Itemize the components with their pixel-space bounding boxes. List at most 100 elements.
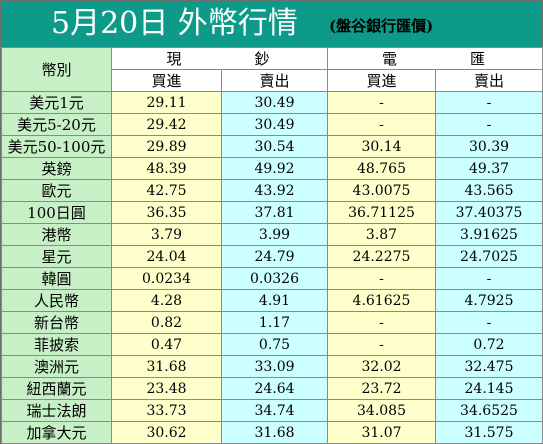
cash-sell-cell: 30.49 bbox=[221, 113, 328, 136]
tt-buy-cell: 30.14 bbox=[327, 135, 436, 158]
cash-buy-cell: 30.62 bbox=[111, 421, 222, 444]
cash-buy-cell: 3.79 bbox=[111, 223, 222, 246]
tt-group-header: 電匯 bbox=[327, 47, 543, 70]
cash-buy-header: 買進 bbox=[111, 69, 222, 92]
cash-buy-cell: 31.68 bbox=[111, 355, 222, 378]
tt-buy-cell: 23.72 bbox=[327, 377, 436, 400]
currency-label: 澳洲元 bbox=[1, 355, 112, 378]
cash-sell-cell: 0.0326 bbox=[221, 267, 328, 290]
tt-sell-cell: - bbox=[435, 267, 543, 290]
cash-buy-cell: 24.04 bbox=[111, 245, 222, 268]
cash-buy-cell: 36.35 bbox=[111, 201, 222, 224]
cash-sell-cell: 31.68 bbox=[221, 421, 328, 444]
tt-sell-cell: 32.475 bbox=[435, 355, 543, 378]
table-row: 瑞士法朗 33.73 34.74 34.085 34.6525 bbox=[1, 399, 543, 422]
currency-label: 瑞士法朗 bbox=[1, 399, 112, 422]
currency-label: 英鎊 bbox=[1, 157, 112, 180]
cash-buy-cell: 29.42 bbox=[111, 113, 222, 136]
tt-sell-cell: 24.145 bbox=[435, 377, 543, 400]
cash-buy-cell: 33.73 bbox=[111, 399, 222, 422]
cash-sell-cell: 43.92 bbox=[221, 179, 328, 202]
cash-sell-cell: 1.17 bbox=[221, 311, 328, 334]
cash-buy-cell: 23.48 bbox=[111, 377, 222, 400]
cash-buy-cell: 0.0234 bbox=[111, 267, 222, 290]
cash-sell-cell: 34.74 bbox=[221, 399, 328, 422]
cash-buy-cell: 0.82 bbox=[111, 311, 222, 334]
currency-label: 菲披索 bbox=[1, 333, 112, 356]
currency-column-header: 幣別 bbox=[1, 47, 112, 92]
tt-buy-cell: 32.02 bbox=[327, 355, 436, 378]
cash-sell-cell: 24.79 bbox=[221, 245, 328, 268]
currency-label: 星元 bbox=[1, 245, 112, 268]
table-row: 英鎊 48.39 49.92 48.765 49.37 bbox=[1, 157, 543, 180]
tt-sell-cell: - bbox=[435, 113, 543, 136]
tt-buy-cell: 31.07 bbox=[327, 421, 436, 444]
cash-buy-cell: 29.11 bbox=[111, 91, 222, 114]
table-row: 新台幣 0.82 1.17 - - bbox=[1, 311, 543, 334]
tt-sell-cell: 43.565 bbox=[435, 179, 543, 202]
currency-label: 加拿大元 bbox=[1, 421, 112, 444]
table-row: 美元1元 29.11 30.49 - - bbox=[1, 91, 543, 114]
cash-buy-cell: 48.39 bbox=[111, 157, 222, 180]
table-row: 人民幣 4.28 4.91 4.61625 4.7925 bbox=[1, 289, 543, 312]
rate-table: 幣別 現鈔 電匯 買進 賣出 買進 賣出 美元1元 29.11 30.49 - bbox=[1, 47, 543, 444]
tt-sell-cell: 30.39 bbox=[435, 135, 543, 158]
cash-buy-cell: 42.75 bbox=[111, 179, 222, 202]
cash-group-right: 鈔 bbox=[254, 50, 273, 68]
table-row: 歐元 42.75 43.92 43.0075 43.565 bbox=[1, 179, 543, 202]
tt-buy-cell: 36.71125 bbox=[327, 201, 436, 224]
table-row: 港幣 3.79 3.99 3.87 3.91625 bbox=[1, 223, 543, 246]
currency-label: 歐元 bbox=[1, 179, 112, 202]
table-row: 美元50-100元 29.89 30.54 30.14 30.39 bbox=[1, 135, 543, 158]
currency-label: 韓圓 bbox=[1, 267, 112, 290]
tt-sell-cell: 34.6525 bbox=[435, 399, 543, 422]
currency-label: 港幣 bbox=[1, 223, 112, 246]
cash-sell-cell: 4.91 bbox=[221, 289, 328, 312]
currency-label: 100日圓 bbox=[1, 201, 112, 224]
cash-buy-cell: 29.89 bbox=[111, 135, 222, 158]
tt-sell-header: 賣出 bbox=[435, 69, 543, 92]
tt-sell-cell: - bbox=[435, 91, 543, 114]
currency-label: 新台幣 bbox=[1, 311, 112, 334]
cash-sell-cell: 49.92 bbox=[221, 157, 328, 180]
tt-buy-cell: - bbox=[327, 267, 436, 290]
table-row: 韓圓 0.0234 0.0326 - - bbox=[1, 267, 543, 290]
table-row: 菲披索 0.47 0.75 - 0.72 bbox=[1, 333, 543, 356]
title-bar: 5月20日 外幣行情 (盤谷銀行匯價) bbox=[1, 1, 542, 47]
tt-sell-cell: - bbox=[435, 311, 543, 334]
tt-sell-cell: 4.7925 bbox=[435, 289, 543, 312]
tt-sell-cell: 0.72 bbox=[435, 333, 543, 356]
cash-group-header: 現鈔 bbox=[111, 47, 328, 70]
table-row: 紐西蘭元 23.48 24.64 23.72 24.145 bbox=[1, 377, 543, 400]
table-row: 星元 24.04 24.79 24.2275 24.7025 bbox=[1, 245, 543, 268]
tt-buy-cell: - bbox=[327, 113, 436, 136]
cash-sell-cell: 24.64 bbox=[221, 377, 328, 400]
table-row: 100日圓 36.35 37.81 36.71125 37.40375 bbox=[1, 201, 543, 224]
currency-label: 人民幣 bbox=[1, 289, 112, 312]
currency-label: 美元5-20元 bbox=[1, 113, 112, 136]
currency-label: 美元50-100元 bbox=[1, 135, 112, 158]
cash-sell-cell: 37.81 bbox=[221, 201, 328, 224]
cash-sell-cell: 3.99 bbox=[221, 223, 328, 246]
tt-sell-cell: 31.575 bbox=[435, 421, 543, 444]
tt-group-left: 電 bbox=[381, 50, 400, 68]
currency-label: 美元1元 bbox=[1, 91, 112, 114]
tt-buy-cell: 43.0075 bbox=[327, 179, 436, 202]
tt-buy-header: 買進 bbox=[327, 69, 436, 92]
tt-sell-cell: 3.91625 bbox=[435, 223, 543, 246]
tt-buy-cell: - bbox=[327, 333, 436, 356]
tt-buy-cell: 34.085 bbox=[327, 399, 436, 422]
cash-sell-cell: 30.54 bbox=[221, 135, 328, 158]
tt-buy-cell: - bbox=[327, 91, 436, 114]
tt-group-right: 匯 bbox=[470, 50, 489, 68]
tt-buy-cell: 3.87 bbox=[327, 223, 436, 246]
cash-sell-header: 賣出 bbox=[221, 69, 328, 92]
cash-buy-cell: 0.47 bbox=[111, 333, 222, 356]
table-row: 加拿大元 30.62 31.68 31.07 31.575 bbox=[1, 421, 543, 444]
cash-group-left: 現 bbox=[166, 50, 185, 68]
page-subtitle: (盤谷銀行匯價) bbox=[329, 17, 434, 35]
tt-buy-cell: 48.765 bbox=[327, 157, 436, 180]
table-row: 澳洲元 31.68 33.09 32.02 32.475 bbox=[1, 355, 543, 378]
cash-sell-cell: 33.09 bbox=[221, 355, 328, 378]
cash-buy-cell: 4.28 bbox=[111, 289, 222, 312]
